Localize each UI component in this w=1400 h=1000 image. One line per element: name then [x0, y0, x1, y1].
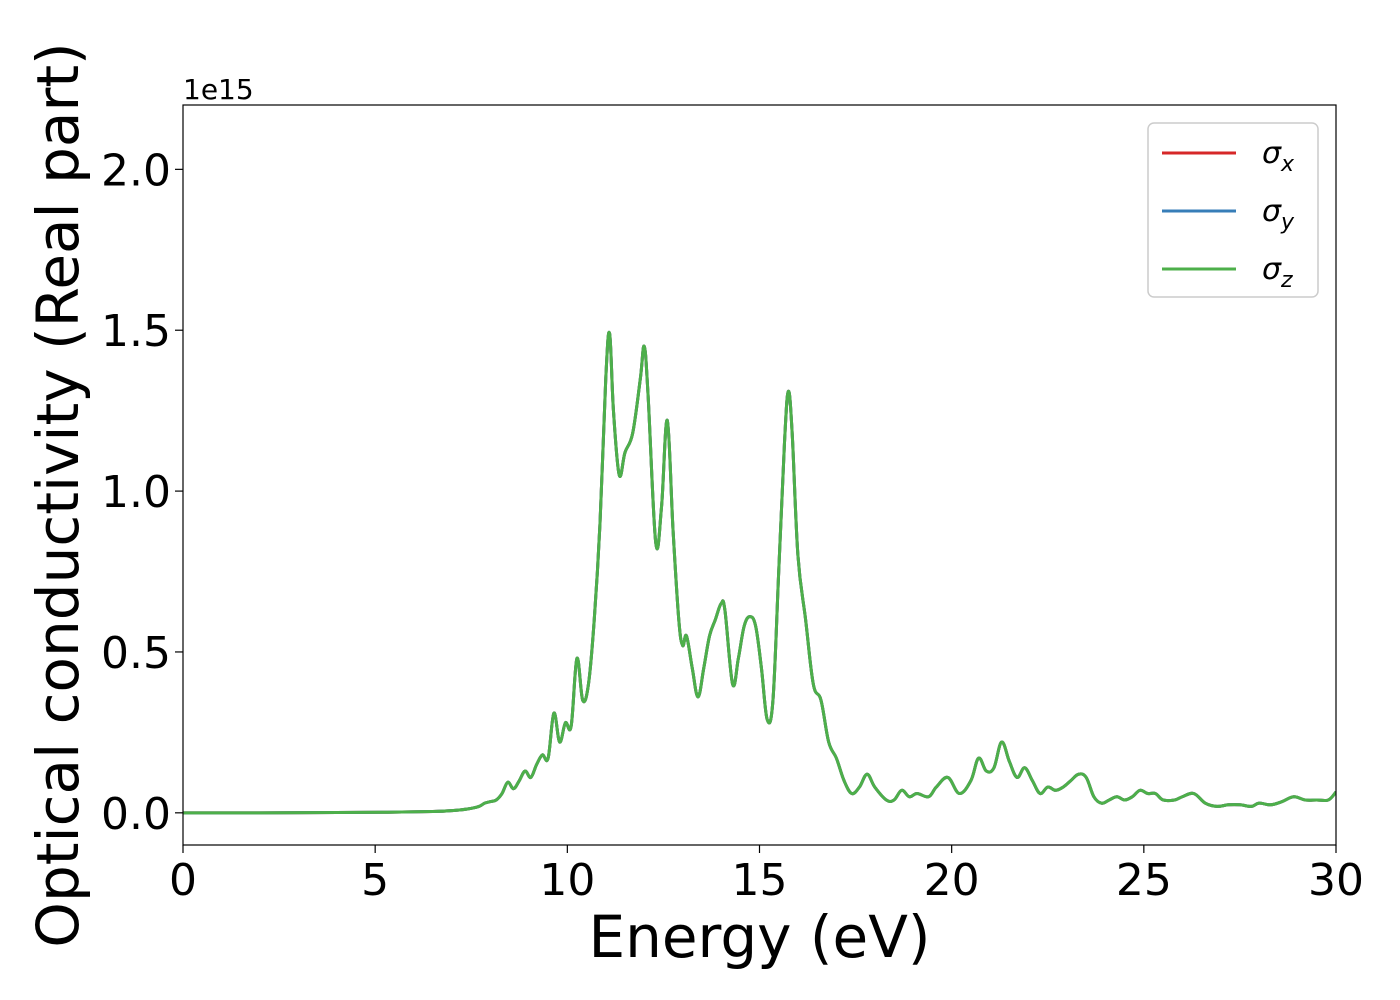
legend-symbol: σ	[1262, 252, 1282, 287]
y-tick-label: 1.5	[101, 306, 171, 357]
legend-subscript: x	[1280, 152, 1295, 177]
y-tick-label: 1.0	[101, 467, 171, 518]
x-tick-label: 5	[361, 855, 389, 906]
x-axis-ticks: 0 5 10 15 20 25 30	[169, 845, 1364, 906]
x-tick-label: 10	[539, 855, 595, 906]
x-tick-label: 20	[924, 855, 980, 906]
y-axis-ticks: 0.0 0.5 1.0 1.5 2.0	[101, 145, 183, 840]
legend-label-x: σx	[1262, 136, 1295, 177]
y-tick-label: 2.0	[101, 145, 171, 196]
legend-label-y: σy	[1262, 194, 1295, 235]
x-tick-label: 15	[732, 855, 788, 906]
legend-subscript: z	[1280, 268, 1293, 293]
y-offset-label: 1e15	[183, 73, 254, 106]
y-axis-label: Optical conductivity (Real part)	[24, 42, 92, 947]
y-tick-label: 0.0	[101, 789, 171, 840]
x-axis-label: Energy (eV)	[588, 903, 930, 971]
series-line-3	[183, 330, 1336, 815]
series-layer	[183, 330, 1336, 815]
legend-label-z: σz	[1262, 252, 1293, 293]
x-tick-label: 25	[1116, 855, 1172, 906]
legend-symbol: σ	[1262, 194, 1282, 229]
x-tick-label: 0	[169, 855, 197, 906]
y-tick-label: 0.5	[101, 628, 171, 679]
series-line-2	[183, 330, 1336, 815]
legend-symbol: σ	[1262, 136, 1282, 171]
x-tick-label: 30	[1308, 855, 1364, 906]
legend-subscript: y	[1280, 210, 1295, 235]
series-line-1	[183, 330, 1336, 815]
